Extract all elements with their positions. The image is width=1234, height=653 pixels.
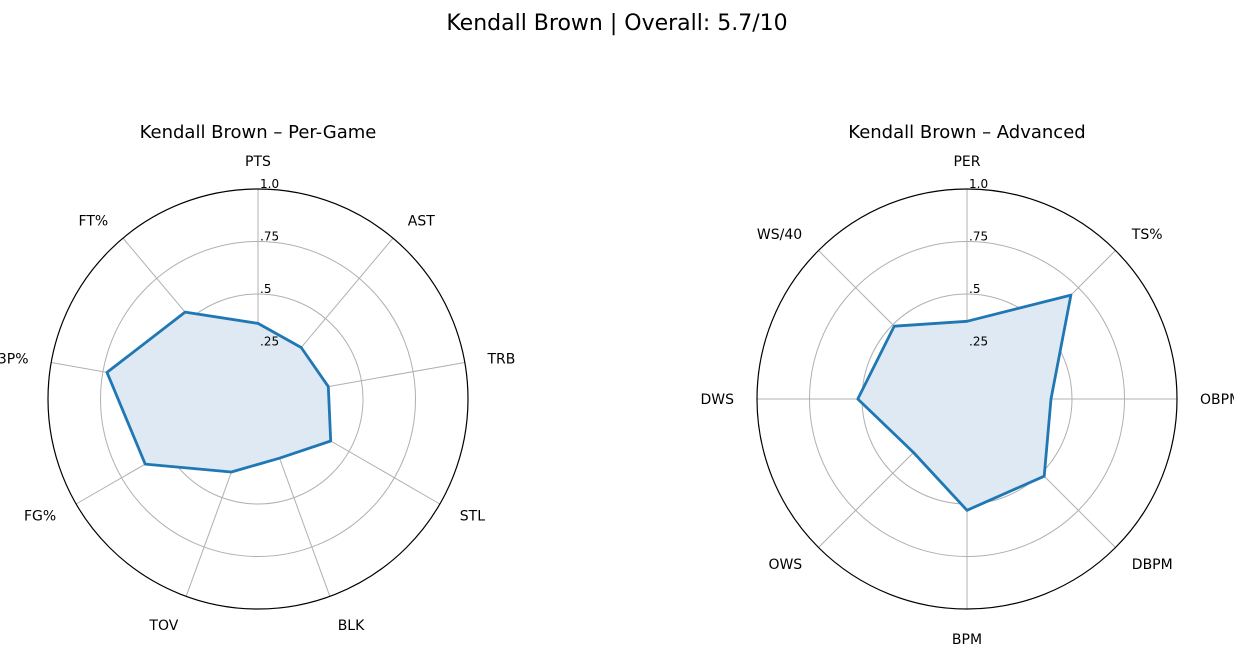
radar-frame <box>47 188 469 610</box>
radar-frame <box>756 188 1178 610</box>
panel-title-advanced: Kendall Brown – Advanced <box>848 122 1085 143</box>
axis-label-per: PER <box>953 154 980 170</box>
radial-tick-label: 1.0 <box>969 177 988 191</box>
axis-label-tov: TOV <box>148 618 178 634</box>
radial-tick-label: 1.0 <box>260 177 279 191</box>
axis-label-ws-40: WS/40 <box>757 227 802 243</box>
axis-label-ts-pct: TS% <box>1131 227 1163 243</box>
axis-label-dws: DWS <box>700 392 734 408</box>
axis-label-3p-pct: 3P% <box>0 352 29 368</box>
axis-label-ft-pct: FT% <box>79 214 109 230</box>
panel-title-per-game: Kendall Brown – Per-Game <box>140 122 377 143</box>
axis-label-ast: AST <box>408 214 435 230</box>
radial-tick-label: .75 <box>260 230 279 244</box>
radar-panel-advanced: Kendall Brown – Advanced .25 .5 .75 1.0 PER T… <box>700 122 1234 648</box>
radial-tick-label: .5 <box>969 282 980 296</box>
figure-title: Kendall Brown | Overall: 5.7/10 <box>446 11 787 36</box>
series-fill-area <box>857 295 1071 511</box>
axis-label-ows: OWS <box>768 557 802 573</box>
radial-tick-label: .25 <box>969 335 988 349</box>
axis-label-obpm: OBPM <box>1200 392 1234 408</box>
axis-label-blk: BLK <box>338 618 365 634</box>
radial-tick-label: .75 <box>969 230 988 244</box>
axis-label-bpm: BPM <box>952 632 982 648</box>
axis-label-stl: STL <box>460 509 485 525</box>
axis-label-fg-pct: FG% <box>24 509 56 525</box>
axis-label-dbpm: DBPM <box>1132 557 1173 573</box>
radial-tick-label: .25 <box>260 335 279 349</box>
series-line <box>105 310 333 474</box>
radar-panel-per-game: Kendall Brown – Per-Game .25 .5 .75 1.0 PTS A… <box>0 122 515 634</box>
axis-label-trb: TRB <box>487 352 516 368</box>
axis-label-pts: PTS <box>245 154 271 170</box>
series-fill-area <box>107 312 331 472</box>
radial-tick-label: .5 <box>260 282 271 296</box>
